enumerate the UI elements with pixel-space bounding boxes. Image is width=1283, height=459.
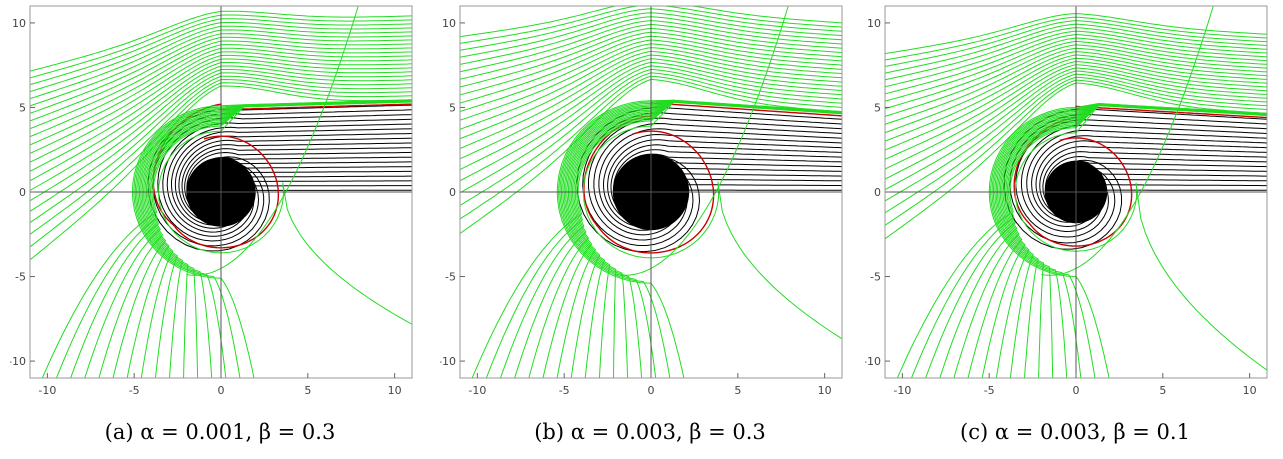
x-tick-label: 5	[734, 384, 741, 397]
x-tick-label: -10	[38, 384, 56, 397]
captured-ray	[181, 142, 412, 221]
captured-ray	[588, 117, 842, 241]
plot-area	[30, 6, 412, 378]
panel-c: -10 -5 0 5 10 10 5 0 -5 -10 (c) α = 0.003, β = 0.…	[865, 0, 1283, 459]
y-tick-label: 10	[12, 17, 26, 30]
captured-ray	[171, 128, 412, 229]
critical-orbit	[152, 103, 412, 249]
x-tick-label: -5	[559, 384, 570, 397]
captured-ray	[1015, 119, 1267, 238]
y-tick-label: 5	[449, 101, 456, 114]
x-tick-label: 10	[1243, 384, 1257, 397]
escape-ray-tail	[157, 101, 412, 325]
x-tick-label: 0	[648, 384, 655, 397]
captured-ray	[147, 104, 412, 252]
captured-ray	[1035, 140, 1267, 220]
x-tick-label: 10	[388, 384, 402, 397]
captured-ray	[1044, 155, 1267, 208]
captured-ray	[607, 139, 842, 225]
captured-ray	[1042, 151, 1267, 213]
captured-ray	[186, 151, 412, 212]
y-tick-label: 10	[442, 17, 456, 30]
y-tick-label: -10	[865, 355, 881, 368]
escape-ray-tail	[1014, 105, 1267, 371]
captured-ray	[598, 128, 842, 231]
captured-ray	[152, 109, 412, 247]
captured-ray	[1031, 135, 1267, 223]
y-tick-label: 5	[874, 101, 881, 114]
scattered-ray-lower	[556, 99, 842, 378]
captured-ray	[1026, 129, 1267, 228]
scattered-ray-upper	[460, 6, 842, 44]
scattered-ray-lower	[558, 99, 842, 378]
y-tick-label: 10	[867, 17, 881, 30]
captured-ray	[174, 132, 412, 226]
scattered-ray-lower	[563, 100, 842, 378]
plot-area	[885, 6, 1267, 378]
y-tick-label: -5	[870, 271, 881, 284]
y-tick-label: -10	[10, 355, 26, 368]
scattered-ray-lower	[499, 101, 842, 378]
x-tick-label: -5	[129, 384, 140, 397]
captured-ray	[593, 122, 842, 236]
x-tick-label: -10	[893, 384, 911, 397]
captured-ray	[157, 114, 412, 242]
caption-c: (c) α = 0.003, β = 0.1	[960, 420, 1190, 444]
x-tick-label: -5	[984, 384, 995, 397]
captured-ray	[162, 118, 412, 237]
y-tick-label: 0	[449, 186, 456, 199]
scattered-ray-lower	[562, 100, 842, 378]
crossing-ray	[186, 6, 359, 276]
crossing-ray	[1041, 6, 1214, 276]
plot-a: -10 -5 0 5 10 10 5 0 -5 -10	[10, 5, 413, 397]
critical-orbit	[1013, 105, 1267, 247]
plot-c: -10 -5 0 5 10 10 5 0 -5 -10	[865, 5, 1268, 397]
y-tick-label: 0	[874, 186, 881, 199]
plot-area	[460, 6, 842, 378]
caption-b: (b) α = 0.003, β = 0.3	[534, 420, 766, 444]
panel-a: -10 -5 0 5 10 10 5 0 -5 -10 (a) α = 0.001, β = 0.…	[10, 0, 430, 459]
x-tick-label: 5	[304, 384, 311, 397]
captured-ray	[1039, 145, 1267, 217]
captured-ray	[1009, 113, 1267, 244]
captured-ray	[1003, 108, 1267, 250]
crossing-ray	[616, 6, 789, 276]
x-tick-label: 10	[818, 384, 832, 397]
y-tick-label: -5	[445, 271, 456, 284]
y-tick-label: -10	[440, 355, 456, 368]
escape-ray-tail	[582, 101, 842, 340]
x-tick-label: 0	[1073, 384, 1080, 397]
scattered-ray-lower	[133, 99, 412, 378]
captured-ray	[166, 123, 412, 233]
critical-orbit	[583, 102, 842, 254]
x-tick-label: -10	[468, 384, 486, 397]
scattered-ray-lower	[131, 99, 412, 378]
captured-ray	[184, 147, 412, 217]
caption-a: (a) α = 0.001, β = 0.3	[104, 420, 336, 444]
captured-ray	[582, 112, 842, 246]
panel-b: -10 -5 0 5 10 10 5 0 -5 -10 (b) α = 0.003, β = 0.…	[440, 0, 860, 459]
x-tick-label: 5	[1159, 384, 1166, 397]
captured-ray	[576, 106, 842, 253]
y-tick-label: -5	[15, 271, 26, 284]
x-tick-label: 0	[218, 384, 225, 397]
y-tick-label: 0	[19, 186, 26, 199]
plot-b: -10 -5 0 5 10 10 5 0 -5 -10	[440, 5, 843, 397]
scattered-ray-lower	[136, 99, 412, 378]
scattered-ray-lower	[134, 99, 412, 378]
scattered-ray-lower	[988, 102, 1267, 378]
captured-ray	[1020, 124, 1267, 233]
y-tick-label: 5	[19, 101, 26, 114]
